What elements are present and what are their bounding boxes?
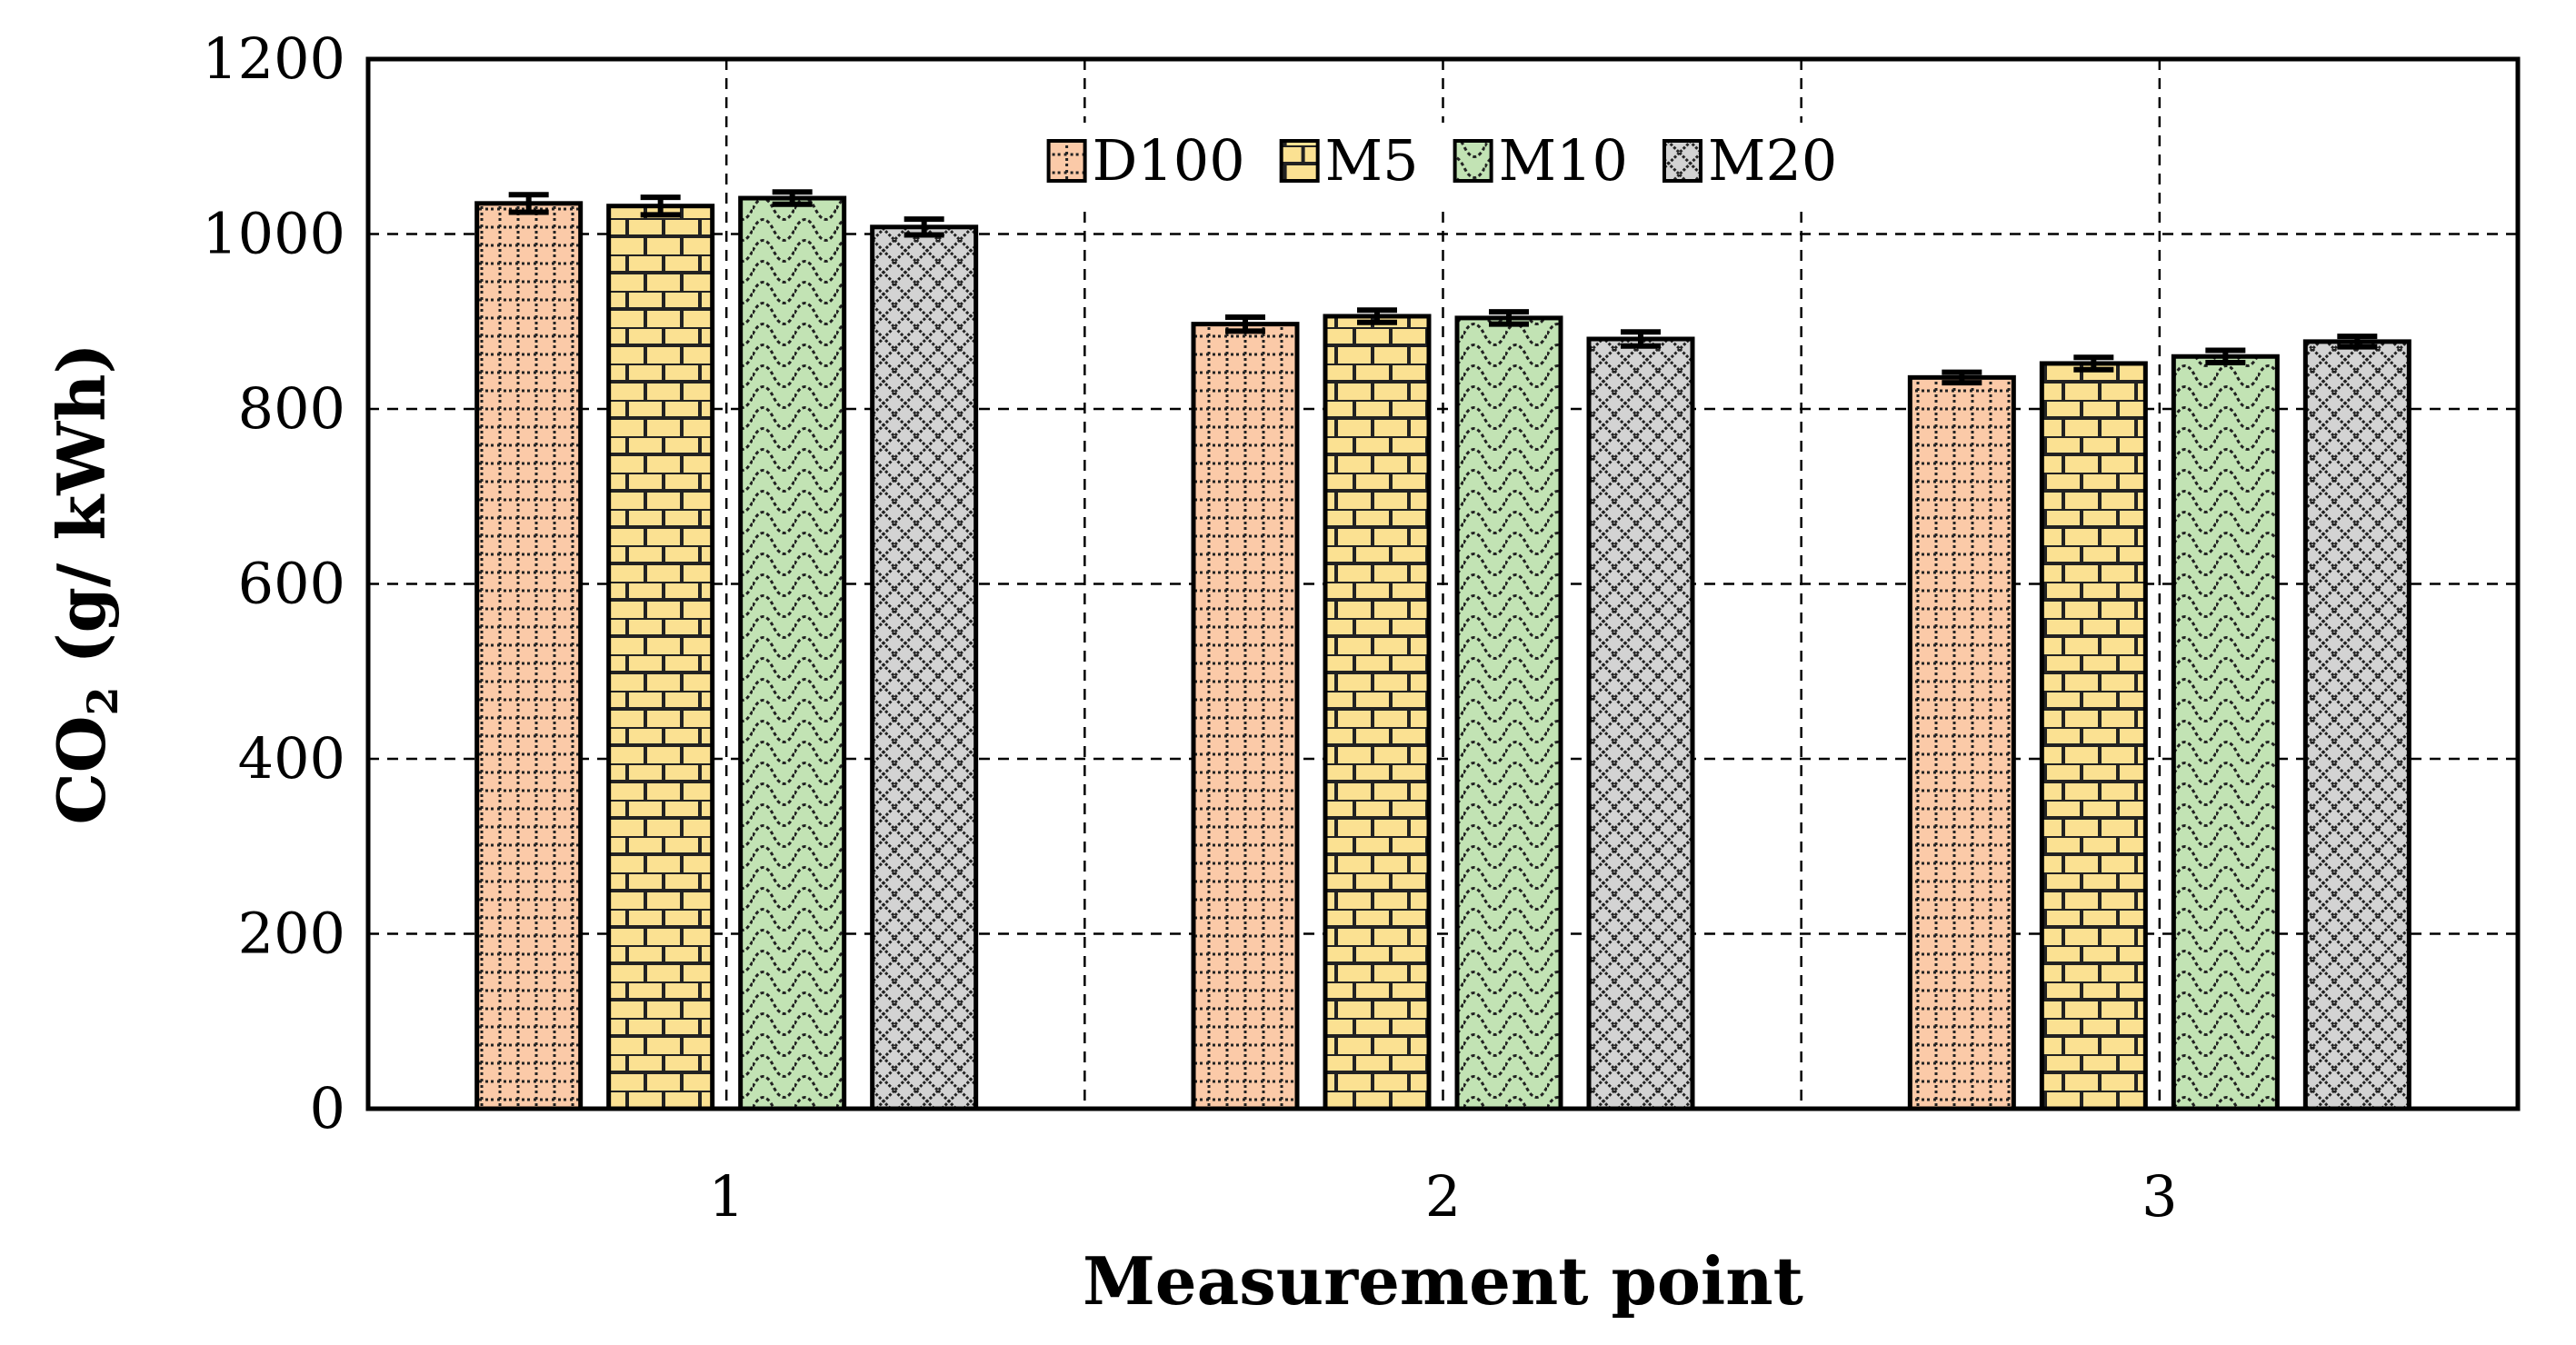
legend: D100 M5 M10 M20 (1030, 123, 1856, 204)
bar-m10-point-2 (1454, 315, 1563, 1111)
x-tick-label: 3 (2142, 1163, 2177, 1230)
plot-frame (365, 56, 2521, 1111)
legend-label-m20: M20 (1708, 127, 1837, 194)
bar-m5-point-3 (2039, 361, 2148, 1111)
bar-m20-point-1 (870, 224, 979, 1111)
x-axis-title: Measurement point (1083, 1242, 1803, 1320)
y-tick-label: 400 (238, 725, 345, 792)
legend-swatch-m10 (1453, 139, 1493, 183)
y-axis-title-rest: (g/ kWh) (43, 343, 120, 686)
x-tick-label: 1 (708, 1163, 744, 1230)
x-tick-label: 2 (1425, 1163, 1461, 1230)
bar-m20-point-3 (2302, 339, 2411, 1111)
plot-area (365, 56, 2521, 1111)
bar-m5-point-2 (1323, 314, 1432, 1111)
bar-d100-point-1 (474, 201, 584, 1111)
bar-m10-point-3 (2171, 354, 2280, 1111)
y-tick-label: 800 (238, 375, 345, 442)
y-tick-label: 0 (310, 1075, 345, 1141)
legend-swatch-m5 (1279, 139, 1320, 183)
bar-m20-point-2 (1586, 336, 1695, 1111)
bar-d100-point-3 (1907, 374, 2016, 1111)
tick-labels: 0 200 400 600 800 1000 1200 1 2 3 (202, 25, 2177, 1230)
y-axis-title: CO2 (g/ kWh) (43, 343, 127, 824)
legend-swatch-d100 (1046, 139, 1087, 183)
legend-label-m10: M10 (1499, 127, 1628, 194)
legend-label-m5: M5 (1325, 127, 1419, 194)
y-tick-label: 600 (238, 551, 345, 617)
legend-label-d100: D100 (1093, 127, 1245, 194)
bar-d100-point-2 (1191, 322, 1300, 1111)
y-tick-label: 1000 (202, 201, 345, 267)
bar-m5-point-1 (606, 204, 715, 1111)
legend-background (1030, 123, 1856, 204)
y-tick-label: 1200 (202, 25, 345, 92)
y-axis-title-main: CO (43, 715, 120, 824)
bar-m10-point-1 (738, 195, 847, 1111)
y-axis-title-subscript: 2 (78, 686, 127, 715)
y-tick-label: 200 (238, 901, 345, 967)
legend-swatch-m20 (1662, 139, 1702, 183)
